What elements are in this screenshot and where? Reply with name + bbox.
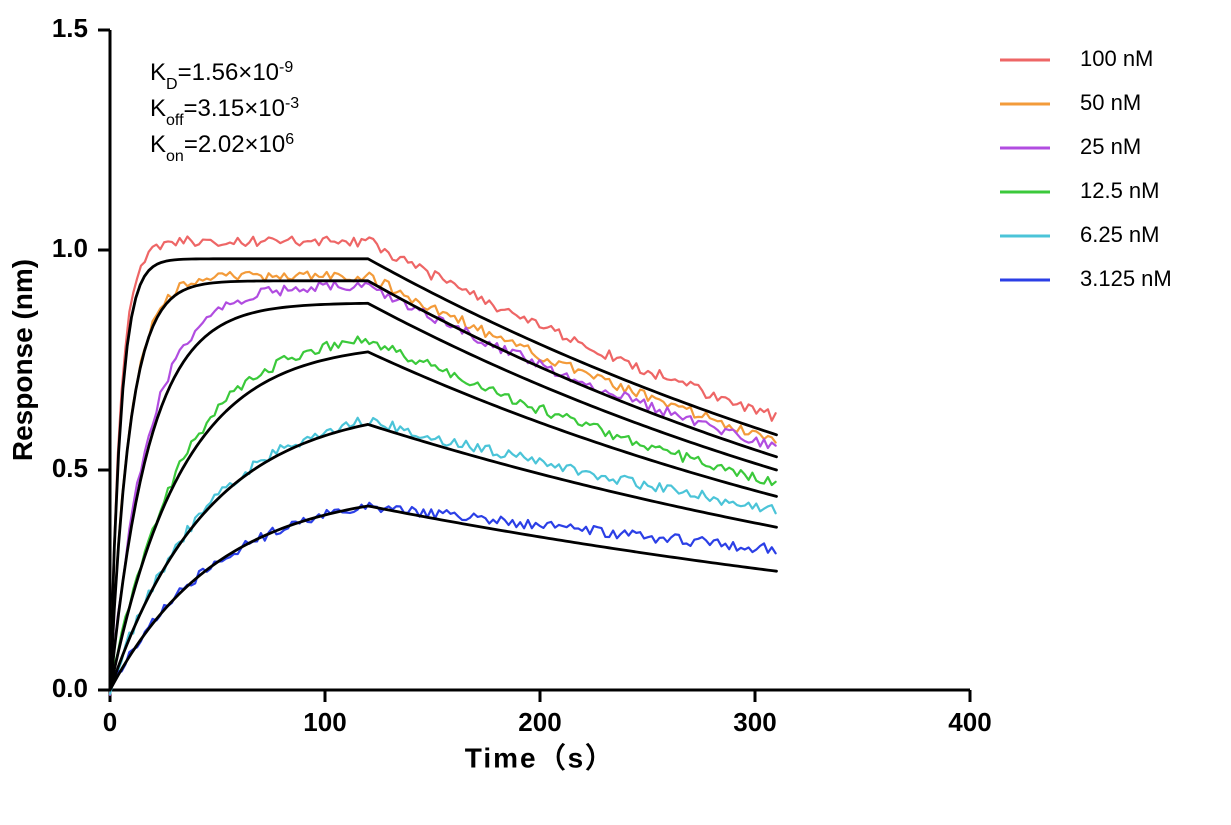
kinetics-annotation: Koff=3.15×10-3 (150, 95, 299, 129)
x-axis-label: Time（s） (465, 741, 615, 773)
legend-label: 3.125 nM (1080, 266, 1172, 291)
fit-0 (110, 259, 777, 690)
svg-text:1.0: 1.0 (52, 233, 88, 263)
svg-text:1.5: 1.5 (52, 13, 88, 43)
binding-kinetics-chart: 0 100 200 300 400 0.0 0.5 1.0 1.5 Time（s） Response… (0, 0, 1231, 825)
legend-label: 100 nM (1080, 46, 1153, 71)
y-axis-label: Response (nm) (7, 259, 38, 461)
legend-label: 6.25 nM (1080, 222, 1160, 247)
svg-text:0.5: 0.5 (52, 453, 88, 483)
trace-4 (110, 418, 776, 694)
kinetics-annotation: Kon=2.02×106 (150, 131, 294, 165)
trace-2 (110, 282, 776, 695)
legend-label: 50 nM (1080, 90, 1141, 115)
svg-text:300: 300 (733, 707, 776, 737)
kinetics-annotation: KD=1.56×10-9 (150, 59, 293, 93)
svg-text:400: 400 (948, 707, 991, 737)
trace-1 (110, 272, 776, 695)
fit-2 (110, 303, 777, 690)
trace-0 (110, 236, 776, 689)
svg-text:200: 200 (518, 707, 561, 737)
svg-text:100: 100 (303, 707, 346, 737)
trace-5 (110, 503, 776, 688)
svg-text:0.0: 0.0 (52, 673, 88, 703)
legend-label: 12.5 nM (1080, 178, 1160, 203)
legend-label: 25 nM (1080, 134, 1141, 159)
svg-text:0: 0 (103, 707, 117, 737)
